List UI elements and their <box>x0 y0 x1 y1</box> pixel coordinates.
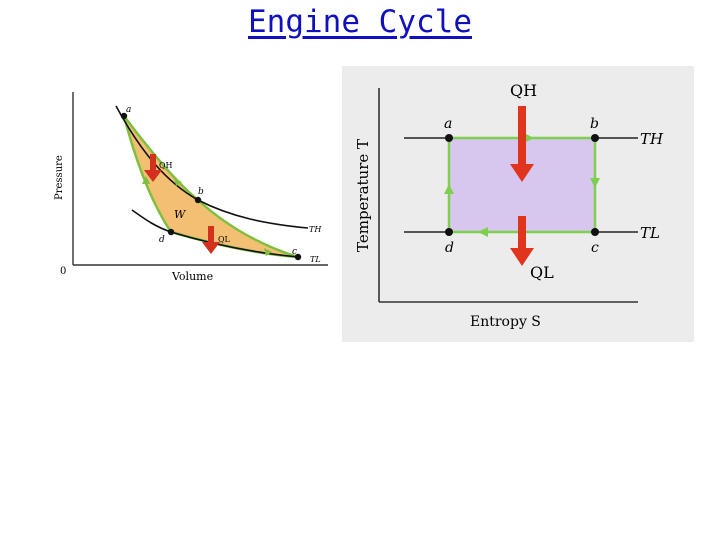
pv-point-b-label: b <box>198 187 204 197</box>
pv-heat-in-label: QH <box>159 161 173 170</box>
pv-origin-label: 0 <box>60 266 66 277</box>
pv-point-d <box>167 228 175 236</box>
ts-point-c <box>591 228 599 236</box>
ts-point-a <box>445 134 453 142</box>
pv-direction-arrow <box>142 176 150 184</box>
ts-point-b <box>591 134 599 142</box>
pv-point-c-label: c <box>292 247 297 257</box>
ts-point-d <box>445 228 453 236</box>
pv-heat-in-arrow <box>144 154 162 182</box>
pv-heat-out-label: QL <box>218 235 231 244</box>
slide-title: Engine Cycle <box>248 4 472 40</box>
ts-point-d-label: d <box>445 240 454 256</box>
pv-point-d-label: d <box>159 235 165 245</box>
pv-isotherm-hot-label: TH <box>309 225 322 234</box>
ts-point-a-label: a <box>444 116 452 132</box>
pv-y-axis-label: Pressure <box>54 155 65 200</box>
ts-point-c-label: c <box>591 240 599 256</box>
pv-point-b <box>194 196 202 204</box>
ts-heat-out-arrow <box>510 216 534 266</box>
pv-heat-out-arrow <box>202 226 220 254</box>
ts-direction-arrow <box>590 178 600 188</box>
pv-x-axis-label: Volume <box>171 270 213 283</box>
ts-x-axis-label: Entropy S <box>470 314 541 330</box>
ts-heat-in-arrow <box>510 106 534 182</box>
pv-point-a <box>120 112 128 120</box>
pv-point-a-label: a <box>126 105 131 115</box>
ts-heat-out-label: QL <box>530 263 554 282</box>
ts-cold-temp-label: TL <box>640 224 660 242</box>
ts-direction-arrow <box>478 227 488 237</box>
pv-direction-arrow <box>264 248 272 256</box>
ts-diagram: a b c d QH QL TH TL Entropy S Temperatur… <box>354 81 664 330</box>
ts-direction-arrow <box>524 133 534 143</box>
pv-direction-arrow <box>174 178 182 186</box>
ts-hot-temp-label: TH <box>640 130 664 148</box>
pv-point-c <box>294 253 302 261</box>
pv-work-label: W <box>174 208 187 221</box>
pv-diagram: a b c d W QH QL TH TL 0 Volume Pressure <box>54 92 328 283</box>
ts-point-b-label: b <box>590 116 599 132</box>
ts-panel: a b c d QH QL TH TL Entropy S Temperatur… <box>342 66 694 342</box>
pv-isotherm-cold-label: TL <box>310 255 321 264</box>
ts-y-axis-label: Temperature T <box>354 139 372 252</box>
ts-heat-in-label: QH <box>510 81 537 100</box>
ts-direction-arrow <box>444 184 454 194</box>
